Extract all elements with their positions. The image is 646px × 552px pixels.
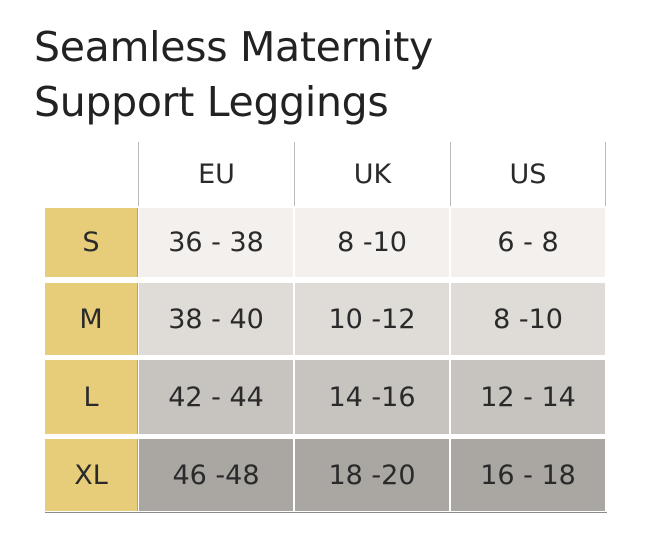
size-value: 6 - 8 (451, 208, 605, 277)
size-label: XL (45, 439, 138, 511)
size-value: 14 -16 (295, 360, 449, 434)
table-bottom-line (45, 512, 607, 513)
size-value: 16 - 18 (451, 439, 605, 511)
column-header: US (450, 142, 606, 206)
size-label: L (45, 360, 138, 434)
size-value: 8 -10 (295, 208, 449, 277)
size-value: 38 - 40 (139, 283, 293, 355)
size-value: 8 -10 (451, 283, 605, 355)
size-value: 10 -12 (295, 283, 449, 355)
column-header: EU (138, 142, 294, 206)
size-value: 46 -48 (139, 439, 293, 511)
size-value: 12 - 14 (451, 360, 605, 434)
size-value: 36 - 38 (139, 208, 293, 277)
size-label: S (45, 208, 138, 277)
size-label: M (45, 283, 138, 355)
column-header: UK (294, 142, 450, 206)
size-value: 42 - 44 (139, 360, 293, 434)
title-line: Support Leggings (34, 78, 389, 126)
size-value: 18 -20 (295, 439, 449, 511)
title-line: Seamless Maternity (34, 23, 433, 71)
